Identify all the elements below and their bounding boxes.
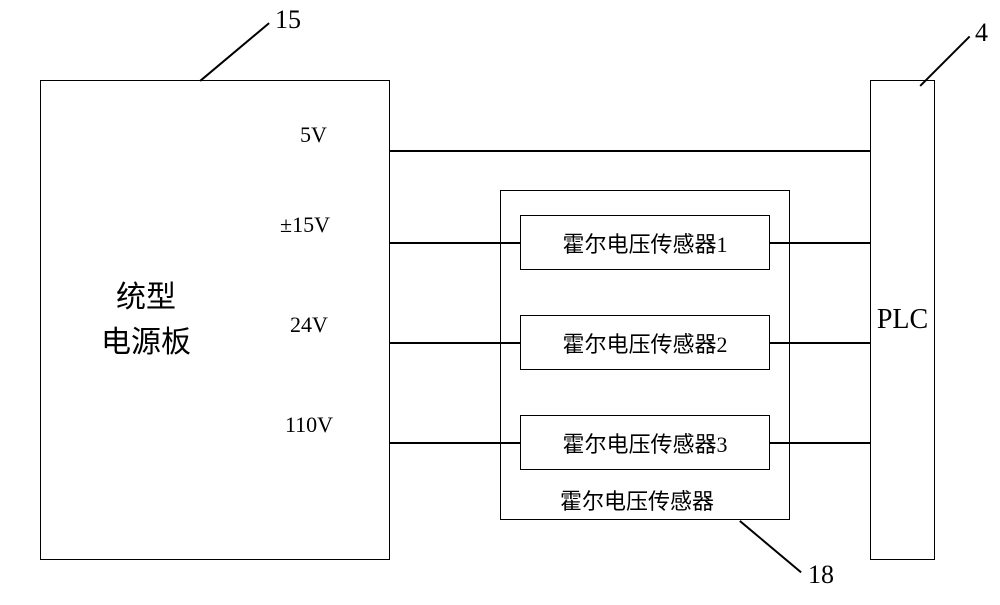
voltage-label-24v: 24V: [290, 312, 328, 338]
callout-18-number: 18: [808, 560, 834, 590]
line-110v-left: [390, 442, 520, 444]
hall-sensor-1: 霍尔电压传感器1: [520, 215, 770, 270]
voltage-label-15v: ±15V: [280, 212, 330, 238]
callout-4-number: 4: [975, 18, 988, 48]
callout-18-line: [740, 520, 802, 573]
line-24v-left: [390, 342, 520, 344]
power-board-label-line1: 统型: [116, 281, 176, 314]
line-sensor1-right: [770, 242, 870, 244]
power-board-block: 统型 电源板: [40, 80, 390, 560]
callout-15-line: [200, 22, 270, 81]
line-15v-left: [390, 242, 520, 244]
hall-sensor-1-label: 霍尔电压传感器1: [562, 227, 727, 259]
plc-label: PLC: [877, 304, 928, 336]
hall-sensor-3: 霍尔电压传感器3: [520, 415, 770, 470]
callout-15-number: 15: [275, 5, 301, 35]
hall-sensor-2: 霍尔电压传感器2: [520, 315, 770, 370]
callout-4-line: [919, 36, 970, 87]
line-5v: [390, 150, 870, 152]
voltage-label-110v: 110V: [285, 412, 333, 438]
line-sensor3-right: [770, 442, 870, 444]
sensor-group-label: 霍尔电压传感器: [560, 484, 714, 516]
voltage-label-5v: 5V: [300, 122, 327, 148]
power-board-label-line2: 电源板: [101, 326, 191, 359]
power-board-label: 统型 电源板: [101, 275, 191, 365]
hall-sensor-2-label: 霍尔电压传感器2: [562, 327, 727, 359]
hall-sensor-3-label: 霍尔电压传感器3: [562, 427, 727, 459]
line-sensor2-right: [770, 342, 870, 344]
plc-block: PLC: [870, 80, 935, 560]
